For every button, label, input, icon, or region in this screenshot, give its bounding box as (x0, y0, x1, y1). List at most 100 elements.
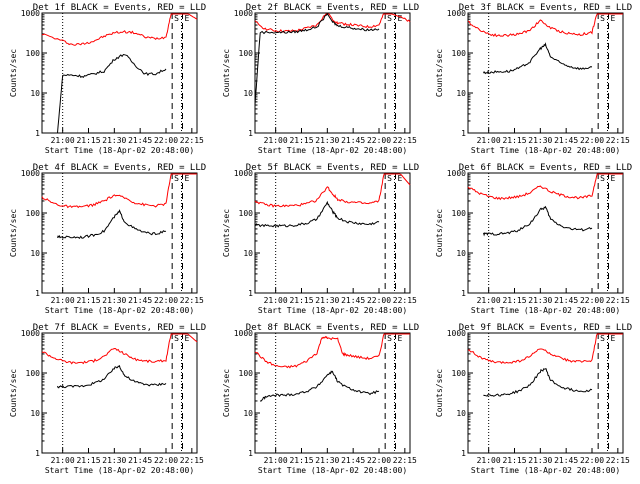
y-tick-label: 100 (239, 209, 254, 218)
x-tick-label: 21:00 (51, 136, 75, 145)
panel-title: Det 4f BLACK = Events, RED = LLD (33, 163, 206, 173)
start-marker-label: S (174, 334, 179, 343)
y-tick-label: 100 (26, 369, 41, 378)
x-tick-label: 22:15 (393, 296, 417, 305)
x-tick-label: 22:00 (367, 456, 391, 465)
x-tick-label: 22:00 (367, 136, 391, 145)
start-marker-label: S (174, 14, 179, 23)
series-line-red (467, 333, 623, 364)
series-line-red (254, 13, 411, 33)
plot-frame (41, 12, 198, 134)
panel-title: Det 3f BLACK = Events, RED = LLD (459, 3, 632, 13)
series-line-black (483, 368, 593, 397)
y-tick-label: 10 (456, 89, 466, 98)
y-axis-label: Counts/sec (9, 209, 18, 257)
x-tick-label: 21:45 (341, 136, 365, 145)
x-tick-label: 21:15 (502, 456, 526, 465)
series-line-red (41, 333, 198, 365)
end-marker-label: E (398, 14, 403, 23)
x-tick-label: 21:00 (477, 296, 501, 305)
x-tick-label: 21:15 (502, 136, 526, 145)
y-tick-label: 1 (248, 289, 253, 298)
x-tick-label: 22:00 (580, 296, 604, 305)
y-tick-label: 100 (26, 209, 41, 218)
x-tick-label: 22:15 (606, 456, 630, 465)
series-line-red (467, 13, 623, 38)
x-tick-label: 21:45 (554, 296, 578, 305)
series-line-black (254, 13, 380, 106)
start-marker-label: S (600, 14, 605, 23)
panel-title: Det 2f BLACK = Events, RED = LLD (246, 3, 419, 13)
x-tick-label: 22:00 (367, 296, 391, 305)
y-tick-label: 100 (452, 369, 467, 378)
y-tick-label: 1000 (234, 329, 253, 338)
y-axis-label: Counts/sec (435, 49, 444, 97)
y-tick-label: 1000 (21, 329, 40, 338)
y-tick-label: 10 (243, 89, 253, 98)
x-tick-label: 21:00 (477, 136, 501, 145)
x-tick-label: 21:15 (289, 296, 313, 305)
x-tick-label: 22:00 (580, 136, 604, 145)
end-marker-label: E (611, 14, 616, 23)
x-axis-label: Start Time (18-Apr-02 20:48:00) (258, 306, 407, 315)
detector-panel-8: Det 8f BLACK = Events, RED = LLD 1 10 100 10… (222, 323, 419, 475)
series-line-black (254, 200, 380, 228)
y-tick-label: 1000 (21, 169, 40, 178)
x-tick-label: 22:15 (606, 296, 630, 305)
end-marker-label: E (611, 174, 616, 183)
y-tick-label: 100 (452, 209, 467, 218)
x-axis-label: Start Time (18-Apr-02 20:48:00) (45, 306, 194, 315)
panel-title: Det 7f BLACK = Events, RED = LLD (33, 323, 206, 333)
end-marker-label: E (611, 334, 616, 343)
x-tick-label: 21:30 (102, 456, 126, 465)
start-marker-label: S (387, 174, 392, 183)
y-axis-label: Counts/sec (435, 369, 444, 417)
y-tick-label: 1 (461, 449, 466, 458)
y-tick-label: 100 (239, 49, 254, 58)
y-tick-label: 1000 (234, 9, 253, 18)
series-line-black (57, 364, 167, 389)
x-tick-label: 21:30 (102, 136, 126, 145)
y-tick-label: 10 (30, 409, 40, 418)
plot-frame (467, 172, 624, 294)
y-tick-label: 1 (248, 129, 253, 138)
y-tick-label: 1 (248, 449, 253, 458)
x-tick-label: 21:30 (315, 296, 339, 305)
panel-title: Det 9f BLACK = Events, RED = LLD (459, 323, 632, 333)
panel-title: Det 1f BLACK = Events, RED = LLD (33, 3, 206, 13)
end-marker-label: E (398, 334, 403, 343)
y-axis-label: Counts/sec (9, 49, 18, 97)
x-tick-label: 21:15 (289, 136, 313, 145)
x-tick-label: 22:15 (180, 456, 204, 465)
detector-panel-9: Det 9f BLACK = Events, RED = LLD 1 10 100 10… (435, 323, 632, 475)
y-tick-label: 10 (243, 249, 253, 258)
x-tick-label: 22:15 (393, 456, 417, 465)
plot-frame (467, 12, 624, 134)
start-marker-label: S (174, 174, 179, 183)
start-marker-label: S (600, 174, 605, 183)
x-tick-label: 21:45 (128, 136, 152, 145)
y-axis-label: Counts/sec (9, 369, 18, 417)
x-tick-label: 21:15 (502, 296, 526, 305)
panel-title: Det 6f BLACK = Events, RED = LLD (459, 163, 632, 173)
plot-frame (254, 332, 411, 454)
x-tick-label: 21:45 (128, 296, 152, 305)
detector-panel-2: Det 2f BLACK = Events, RED = LLD 1 10 100 10… (222, 3, 419, 155)
detector-panel-4: Det 4f BLACK = Events, RED = LLD 1 10 100 10… (9, 163, 206, 315)
y-tick-label: 10 (243, 409, 253, 418)
detector-panel-7: Det 7f BLACK = Events, RED = LLD 1 10 100 10… (9, 323, 206, 475)
x-tick-label: 21:00 (264, 296, 288, 305)
x-axis-label: Start Time (18-Apr-02 20:48:00) (471, 466, 620, 475)
end-marker-label: E (185, 174, 190, 183)
series-line-red (41, 13, 198, 46)
x-tick-label: 21:00 (477, 456, 501, 465)
x-tick-label: 21:15 (76, 456, 100, 465)
y-tick-label: 10 (30, 249, 40, 258)
x-axis-label: Start Time (18-Apr-02 20:48:00) (471, 306, 620, 315)
y-tick-label: 10 (30, 89, 40, 98)
x-tick-label: 21:30 (528, 456, 552, 465)
y-tick-label: 100 (239, 369, 254, 378)
x-axis-label: Start Time (18-Apr-02 20:48:00) (45, 466, 194, 475)
